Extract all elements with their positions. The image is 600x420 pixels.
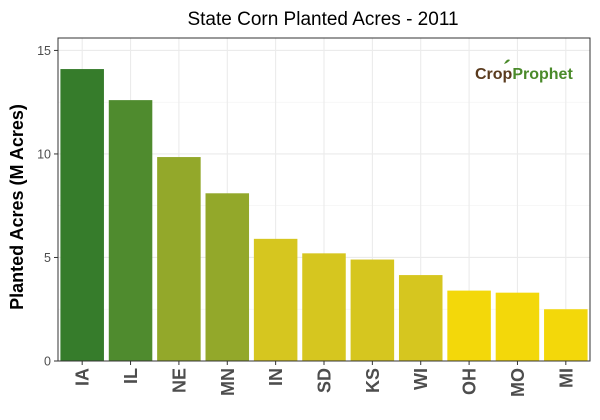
bar-oh bbox=[447, 290, 491, 361]
x-tick-label: MI bbox=[556, 368, 576, 388]
svg-text:CropProphet: CropProphet bbox=[475, 66, 573, 83]
bar-in bbox=[253, 238, 298, 361]
bars bbox=[60, 69, 588, 362]
y-tick-label: 10 bbox=[37, 147, 51, 161]
y-tick-label: 5 bbox=[44, 251, 51, 265]
x-ticks: IA IL NE MN IN SD KS WI OH MO MI bbox=[73, 361, 576, 397]
bar-sd bbox=[302, 253, 346, 361]
y-axis-label: Planted Acres (M Acres) bbox=[7, 104, 27, 310]
chart-title: State Corn Planted Acres - 2011 bbox=[187, 9, 458, 30]
y-tick-label: 15 bbox=[37, 44, 51, 58]
plot-border bbox=[57, 37, 591, 362]
bar-il bbox=[108, 100, 153, 361]
x-tick-label: IA bbox=[73, 368, 93, 386]
bar-mn bbox=[205, 193, 250, 361]
bar-ne bbox=[157, 157, 201, 361]
x-tick-label: OH bbox=[460, 368, 480, 395]
bar-mi bbox=[544, 309, 588, 361]
bar-ia bbox=[60, 69, 104, 362]
leaf-icon bbox=[504, 59, 510, 64]
x-tick-label: IL bbox=[121, 368, 141, 384]
x-tick-label: MO bbox=[508, 368, 528, 397]
bar-mo bbox=[495, 292, 540, 361]
logo-text-prophet: Prophet bbox=[512, 66, 573, 83]
bar-wi bbox=[398, 275, 443, 361]
x-tick-label: WI bbox=[411, 368, 431, 390]
y-tick-label: 0 bbox=[44, 355, 51, 369]
bar-ks bbox=[350, 259, 395, 361]
x-tick-label: IN bbox=[266, 368, 286, 386]
x-tick-label: NE bbox=[169, 368, 189, 393]
y-ticks: 0 5 10 15 bbox=[37, 44, 58, 369]
cropprophet-logo: CropProphet bbox=[475, 59, 573, 83]
x-tick-label: KS bbox=[363, 368, 383, 393]
x-tick-label: SD bbox=[315, 368, 335, 393]
logo-text-crop: Crop bbox=[475, 66, 513, 83]
x-tick-label: MN bbox=[218, 368, 238, 396]
